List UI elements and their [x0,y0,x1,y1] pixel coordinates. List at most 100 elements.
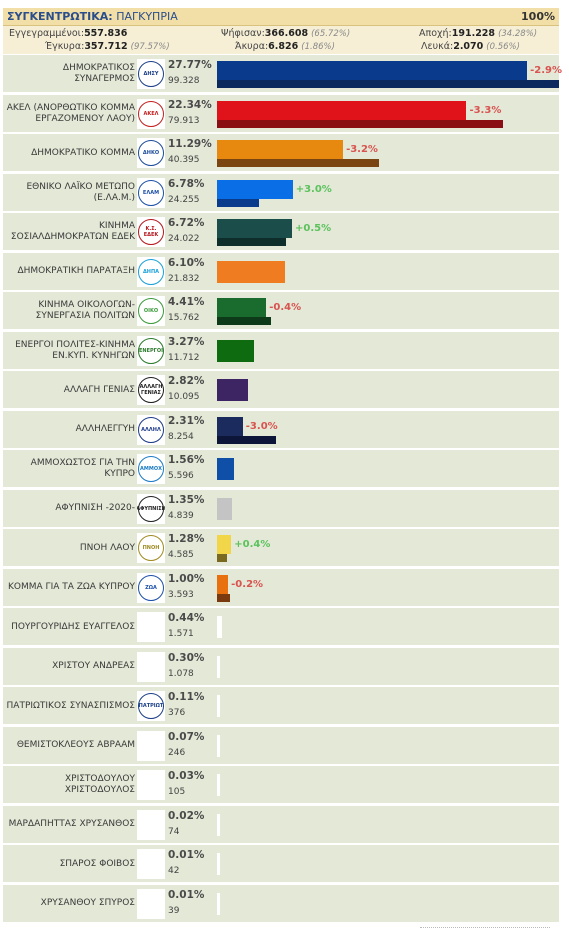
party-percent: 0.01% [168,888,205,901]
party-name: ΘΕΜΙΣΤΟΚΛΕΟΥΣ ΑΒΡΑΑΜ [16,740,135,750]
party-logo-icon [137,849,165,879]
party-votes: 376 [168,708,186,718]
party-row[interactable]: ΠΑΤΡΙΩΤΙΚΟΣ ΣΥΝΑΣΠΙΣΜΟΣ ΠΑΤΡΙΩΤ 0.11% 376 [3,687,559,725]
party-percent: 4.41% [168,296,205,308]
party-row[interactable]: ΠΟΥΡΓΟΥΡΙΔΗΣ ΕΥΑΓΓΕΛΟΣ 0.44% 1.571 [3,608,559,646]
party-row[interactable]: ΚΙΝΗΜΑ ΣΟΣΙΑΛΔΗΜΟΚΡΑΤΩΝ ΕΔΕΚ Κ.Σ. ΕΔΕΚ 6.7… [3,213,559,251]
vote-change-label: +0.4% [234,539,271,550]
party-row[interactable]: ΕΝΕΡΓΟΙ ΠΟΛΙΤΕΣ-ΚΙΝΗΜΑ ΕΝ.ΚΥΠ. ΚΥΝΗΓΩΝ ΕΝ… [3,331,559,370]
party-row[interactable]: ΑΛΛΗΛΕΓΓΥΗ ΑΛΛΗΛ 2.31% 8.254 -3.0% [3,410,559,449]
party-votes: 21.832 [168,273,200,284]
vote-share-bar [217,853,220,875]
previous-share-bar [217,119,504,128]
party-logo-icon: ΔΗΠΑ [137,256,165,287]
party-votes: 4.585 [168,550,194,560]
party-percent: 0.07% [168,730,205,743]
party-votes: 79.913 [168,115,200,126]
party-logo-icon [137,651,165,682]
vote-share-bar [217,616,222,638]
party-percent: 6.10% [168,256,205,269]
party-votes: 5.596 [168,471,194,481]
party-votes: 3.593 [168,589,194,600]
party-percent: 3.27% [168,335,205,348]
previous-share-bar [217,435,277,444]
party-name: ΣΠΑΡΟΣ ΦΟΙΒΟΣ [59,858,135,869]
previous-share-bar [217,159,379,167]
party-row[interactable]: ΕΘΝΙΚΟ ΛΑΪΚΟ ΜΕΤΩΠΟ (Ε.ΛΑ.Μ.) ΕΛΑΜ 6.78% 24… [3,173,559,212]
vote-change-label: +3.0% [295,183,332,195]
party-logo-icon: Κ.Σ. ΕΔΕΚ [137,217,165,247]
party-name: ΧΡΙΣΤΟΔΟΥΛΟΥ ΧΡΙΣΤΟΔΟΥΛΟΣ [64,774,135,795]
party-votes: 40.395 [168,155,200,165]
party-row[interactable]: ΧΡΥΣΑΝΘΟΥ ΣΠΥΡΟΣ 0.01% 39 [3,884,559,923]
party-row[interactable]: ΔΗΜΟΚΡΑΤΙΚΗ ΠΑΡΑΤΑΞΗ ΔΗΠΑ 6.10% 21.832 [3,252,559,291]
party-row[interactable]: ΑΜΜΟΧΩΣΤΟΣ ΓΙΑ ΤΗΝ ΚΥΠΡΟ ΑΜΜΟΧ 1.56% 5.596 [3,450,559,488]
party-row[interactable]: ΧΡΙΣΤΟΔΟΥΛΟΥ ΧΡΙΣΤΟΔΟΥΛΟΣ 0.03% 105 [3,766,559,804]
party-logo-mark: ΔΗΣΥ [138,61,164,87]
party-name: ΕΘΝΙΚΟ ΛΑΪΚΟ ΜΕΤΩΠΟ (Ε.ΛΑ.Μ.) [26,181,136,203]
registered-stat: Εγγεγραμμένοι:557.836 [9,28,127,39]
party-row[interactable]: ΔΗΜΟΚΡΑΤΙΚΟ ΚΟΜΜΑ ΔΗΚΟ 11.29% 40.395 -3.2% [3,134,559,172]
valid-pct: (97.57%) [130,42,170,52]
party-row[interactable]: ΑΚΕΛ (ΑΝΟΡΘΩΤΙΚΟ ΚΟΜΜΑ ΕΡΓΑΖΟΜΕΝΟΥ ΛΑΟΥ)… [3,94,559,133]
previous-share-bar [217,80,560,88]
party-logo-icon: ΑΦΥΠΝΙΣΗ [137,493,165,524]
party-row[interactable]: ΑΦΥΠΝΙΣΗ -2020- ΑΦΥΠΝΙΣΗ 1.35% 4.839 [3,489,559,528]
party-percent: 0.02% [168,809,205,822]
vote-change-label: -3.3% [469,104,502,116]
previous-share-bar [217,198,260,207]
party-percent: 1.35% [168,493,205,506]
vote-share-bar [217,61,528,80]
party-logo-mark: ΕΛΑΜ [138,179,164,206]
party-name: ΧΡΙΣΤΟΥ ΑΝΔΡΕΑΣ [52,661,135,671]
party-logo-icon [137,809,165,840]
party-logo-mark: ΑΛΛΑΓΗ ΓΕΝΙΑΣ [138,377,164,403]
party-percent: 2.31% [168,414,205,427]
party-row[interactable]: ΠΝΟΗ ΛΑΟΥ ΠΝΟΗ 1.28% 4.585 +0.4% [3,529,559,567]
party-votes: 4.839 [168,510,194,521]
valid-label: Έγκυρα: [45,41,85,52]
party-name: ΧΡΥΣΑΝΘΟΥ ΣΠΥΡΟΣ [40,898,135,908]
invalid-stat: Άκυρα:6.826 (1.86%) [235,41,335,52]
party-logo-icon: ΠΝΟΗ [137,533,165,563]
party-logo-mark: ΖΩΑ [138,574,164,601]
party-row[interactable]: ΘΕΜΙΣΤΟΚΛΕΟΥΣ ΑΒΡΑΑΜ 0.07% 246 [3,726,559,765]
party-name: ΑΛΛΑΓΗ ΓΕΝΙΑΣ [63,384,135,395]
party-name: ΔΗΜΟΚΡΑΤΙΚΟ ΚΟΜΜΑ [31,147,135,158]
party-name: ΕΝΕΡΓΟΙ ΠΟΛΙΤΕΣ-ΚΙΝΗΜΑ ΕΝ.ΚΥΠ. ΚΥΝΗΓΩΝ [15,339,135,361]
party-name: ΚΟΜΜΑ ΓΙΑ ΤΑ ΖΩΑ ΚΥΠΡΟΥ [8,582,135,592]
previous-share-bar [217,238,287,246]
party-percent: 6.72% [168,217,205,229]
party-logo-icon [137,612,165,642]
party-name: ΚΙΝΗΜΑ ΟΙΚΟΛΟΓΩΝ-ΣΥΝΕΡΓΑΣΙΑ ΠΟΛΙΤΩΝ [35,300,135,321]
party-logo-icon: ΕΛΑΜ [137,177,165,208]
abstention-pct: (34.28%) [498,29,538,39]
vote-share-bar [217,379,249,401]
party-logo-mark: ΠΑΤΡΙΩΤ [138,693,164,719]
party-percent: 0.44% [168,612,205,624]
party-row[interactable]: ΜΑΡΔΑΠΗΤΤΑΣ ΧΡΥΣΑΝΘΟΣ 0.02% 74 [3,805,559,844]
party-logo-icon: ΟΙΚΟ [137,296,165,326]
invalid-value: 6.826 [268,41,299,52]
party-row[interactable]: ΚΙΝΗΜΑ ΟΙΚΟΛΟΓΩΝ-ΣΥΝΕΡΓΑΣΙΑ ΠΟΛΙΤΩΝ ΟΙΚΟ 4… [3,292,559,330]
party-row[interactable]: ΣΠΑΡΟΣ ΦΟΙΒΟΣ 0.01% 42 [3,845,559,883]
party-logo-mark: ΔΗΚΟ [138,140,164,166]
party-row[interactable]: ΧΡΙΣΤΟΥ ΑΝΔΡΕΑΣ 0.30% 1.078 [3,647,559,686]
party-name: ΑΜΜΟΧΩΣΤΟΣ ΓΙΑ ΤΗΝ ΚΥΠΡΟ [30,458,135,479]
vote-share-bar [217,298,267,317]
vote-change-label: -0.4% [269,302,302,313]
vote-share-bar [217,774,220,796]
party-row[interactable]: ΑΛΛΑΓΗ ΓΕΝΙΑΣ ΑΛΛΑΓΗ ΓΕΝΙΑΣ 2.82% 10.095 [3,371,559,409]
party-row[interactable]: ΔΗΜΟΚΡΑΤΙΚΟΣ ΣΥΝΑΓΕΡΜΟΣ ΔΗΣΥ 27.77% 99.328 -… [3,55,562,93]
voted-pct: (65.72%) [311,29,351,39]
results-header: ΣΥΓΚΕΝΤΡΩΤΙΚΑ: ΠΑΓΚΥΠΡΙΑ 100% [3,8,559,26]
party-votes: 39 [168,905,180,916]
party-percent: 27.77% [168,59,212,71]
vote-share-bar [217,813,220,836]
vote-change-label: -3.0% [245,420,278,432]
party-row[interactable]: ΚΟΜΜΑ ΓΙΑ ΤΑ ΖΩΑ ΚΥΠΡΟΥ ΖΩΑ 1.00% 3.593 -0.2… [3,568,559,607]
party-name: ΠΟΥΡΓΟΥΡΙΔΗΣ ΕΥΑΓΓΕΛΟΣ [11,621,135,632]
party-votes: 24.022 [168,234,200,244]
party-logo-mark: ΑΚΕΛ [138,100,164,127]
